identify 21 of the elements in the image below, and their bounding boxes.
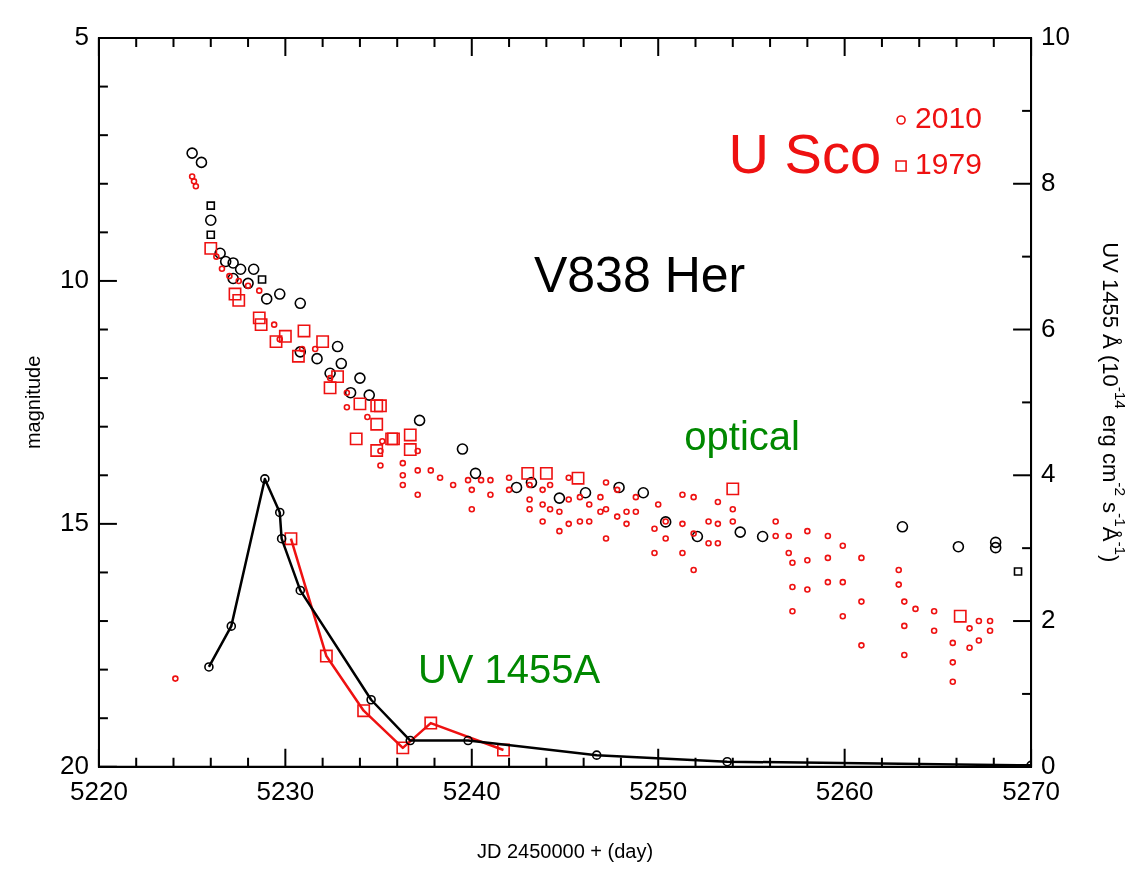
y-tick-label: 15 <box>60 507 89 538</box>
text: UV 1455 Å (10-14 erg cm-2 s-1Å-1) <box>1098 242 1129 563</box>
x-tick-label: 5240 <box>442 775 501 806</box>
x-tick-label: 5230 <box>256 775 315 806</box>
legend-label: 2010 <box>915 101 982 135</box>
y-tick-label: 5 <box>74 21 89 52</box>
annotation: V838 Her <box>533 247 746 304</box>
annotation: UV 1455A <box>417 647 601 692</box>
y2-tick-label: 4 <box>1041 458 1056 489</box>
y2-tick-label: 6 <box>1041 312 1056 343</box>
y-axis-title: magnitude <box>21 355 44 450</box>
y2-tick-label: 10 <box>1041 21 1070 52</box>
x-axis-title: JD 2450000 + (day) <box>476 839 654 862</box>
x-tick-label: 5250 <box>629 775 688 806</box>
legend-label: 1979 <box>915 147 982 181</box>
legend-title: U Sco <box>728 122 882 186</box>
y2-tick-label: 2 <box>1041 604 1056 635</box>
x-tick-label: 5260 <box>815 775 874 806</box>
y2-tick-label: 8 <box>1041 166 1056 197</box>
annotation: optical <box>684 413 800 458</box>
y-tick-label: 10 <box>60 264 89 295</box>
